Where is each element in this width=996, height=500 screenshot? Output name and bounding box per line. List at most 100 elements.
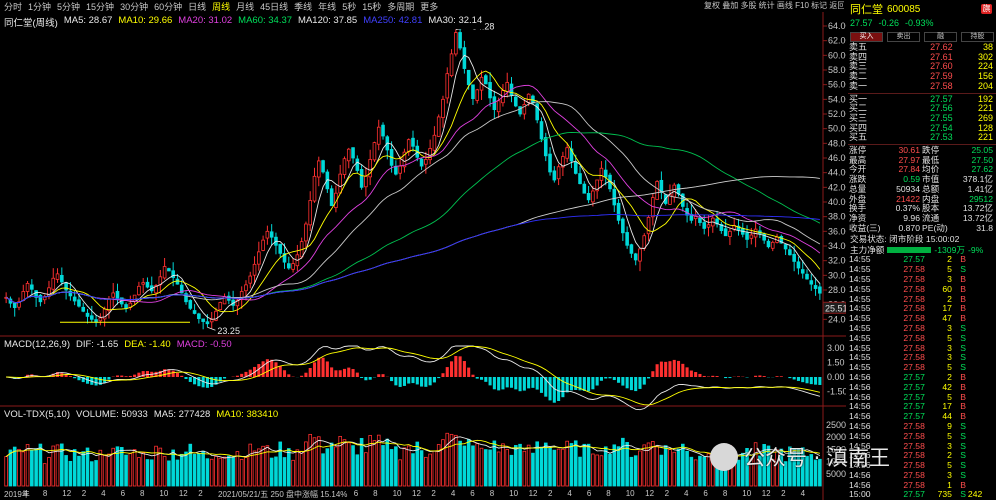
last-price: 27.57 bbox=[850, 18, 873, 28]
volume-bar bbox=[561, 448, 565, 487]
x-axis: 2019年48122468101224681012246810122468101… bbox=[0, 488, 846, 500]
volume-bar bbox=[779, 448, 784, 487]
tick-side: B bbox=[960, 381, 966, 392]
timeframe-tab[interactable]: 更多 bbox=[420, 1, 439, 12]
right-tools-menu[interactable]: 复权 叠加 多股 统计 画线 F10 标记 返回 bbox=[704, 1, 844, 10]
price-tick-label: 64.00 bbox=[828, 21, 846, 31]
timeframe-tab[interactable]: 日线 bbox=[188, 1, 207, 12]
timeframe-tab[interactable]: 5秒 bbox=[342, 1, 357, 12]
tick-volume: 3 bbox=[947, 352, 952, 363]
favorite-flag-icon[interactable]: 旗 bbox=[981, 4, 992, 14]
stat-label: 最低 bbox=[921, 154, 940, 165]
timeframe-tab[interactable]: 月线 bbox=[236, 1, 255, 12]
candle-body bbox=[599, 167, 604, 181]
candle-body bbox=[411, 137, 415, 147]
stat-value: 27.84 bbox=[898, 164, 920, 175]
tick-side: B bbox=[960, 411, 966, 422]
tick-time: 14:55 bbox=[849, 293, 871, 304]
watermark: 公众号 · 滇南王 bbox=[710, 442, 890, 472]
volume-tick-label: 25000 bbox=[826, 420, 846, 430]
ask-label: 卖二 bbox=[849, 71, 868, 82]
tick-time: 14:56 bbox=[849, 381, 871, 392]
x-tick-label: 4 bbox=[101, 489, 106, 498]
tick-price: 27.58 bbox=[903, 362, 925, 373]
price-tick-label: 54.00 bbox=[828, 94, 846, 104]
timeframe-tab[interactable]: 15秒 bbox=[362, 1, 382, 12]
main-chart-svg[interactable]: 24.0026.0028.0030.0032.0034.0036.0038.00… bbox=[0, 12, 846, 500]
price-tick-label: 60.00 bbox=[828, 50, 846, 60]
timeframe-tab[interactable]: 年线 bbox=[318, 1, 337, 12]
tick-time: 14:55 bbox=[849, 332, 871, 343]
volume-bar bbox=[788, 446, 792, 487]
x-tick-label: 6 bbox=[353, 489, 359, 498]
bid-book: 买一 27.57 192 买二 27.56 221 买三 27.55 269 买四 27.54 128… bbox=[848, 94, 994, 144]
candle-body bbox=[72, 296, 77, 302]
candle-body bbox=[137, 285, 141, 296]
candle-body bbox=[702, 222, 707, 229]
timeframe-tab[interactable]: 季线 bbox=[294, 1, 313, 12]
stat-value: 21422 bbox=[896, 193, 920, 204]
legend-item: MA5: 28.67 bbox=[63, 15, 113, 26]
stat-label: 内盘 bbox=[921, 193, 940, 204]
stats-row: 换手 0.37% 股本 13.72亿 bbox=[848, 204, 994, 214]
tick-side: S bbox=[960, 362, 966, 373]
trade-button[interactable]: 买入 bbox=[850, 32, 883, 42]
ma-legend: 同仁堂(周线) MA5: 28.67 MA10: 29.66 MA20: 31.02 M… bbox=[2, 15, 485, 29]
book-divider bbox=[848, 92, 996, 94]
volume-bar bbox=[818, 458, 822, 487]
stat-value: 30.61 bbox=[898, 145, 920, 156]
timeframe-tab[interactable]: 45日线 bbox=[260, 1, 289, 12]
tick-time: 14:56 bbox=[849, 450, 871, 461]
trade-button[interactable]: 持股 bbox=[961, 32, 994, 42]
volume-bar bbox=[663, 445, 668, 487]
stat-value: 0.37% bbox=[895, 203, 920, 214]
timeframe-tab[interactable]: 周线 bbox=[212, 1, 231, 12]
tick-volume: 735 bbox=[937, 489, 952, 500]
price-tick-label: 32.00 bbox=[828, 256, 846, 266]
volume-bar bbox=[94, 460, 98, 487]
volume-bar bbox=[415, 441, 420, 487]
tick-list: 14:55 27.57 2 B 14:55 27.58 5 S 14:55 27.58 3 B 14:5… bbox=[848, 255, 994, 500]
volume-bar bbox=[68, 460, 73, 487]
volume-bar bbox=[295, 449, 300, 487]
stat-label: 最高 bbox=[849, 154, 867, 165]
volume-bar bbox=[291, 459, 295, 487]
timeframe-tab[interactable]: 1分钟 bbox=[28, 1, 52, 12]
timeframe-tab[interactable]: 分时 bbox=[4, 1, 23, 12]
candle-body bbox=[655, 181, 659, 200]
volume-bar bbox=[676, 448, 681, 487]
volume-bar bbox=[625, 442, 629, 487]
stat-value: 0.59 bbox=[903, 174, 920, 185]
timeframe-tab[interactable]: 30分钟 bbox=[120, 1, 149, 12]
volume-bar bbox=[612, 444, 617, 487]
volume-bar bbox=[805, 455, 809, 487]
stat-label: PE(动) bbox=[921, 222, 948, 233]
volume-bar bbox=[689, 456, 694, 487]
price-tick-label: 44.00 bbox=[828, 168, 846, 178]
tick-row: 14:56 27.58 1 B bbox=[848, 480, 994, 491]
trade-button[interactable]: 融 bbox=[924, 32, 957, 42]
trade-button[interactable]: 卖出 bbox=[887, 32, 920, 42]
timeframe-tab[interactable]: 多周期 bbox=[387, 1, 415, 12]
timeframe-tab[interactable]: 15分钟 bbox=[86, 1, 115, 12]
volume-bar bbox=[25, 444, 30, 487]
volume-bar bbox=[775, 449, 779, 487]
macd-legend: MACD(12,26,9) DIF: -1.65 DEA: -1.40 MACD: -… bbox=[2, 339, 234, 350]
ask-row: 卖二 27.59 156 bbox=[848, 71, 994, 82]
candle-body bbox=[633, 253, 638, 261]
tick-price: 27.57 bbox=[903, 391, 925, 402]
timeframe-tab[interactable]: 60分钟 bbox=[154, 1, 183, 12]
volume-bar bbox=[149, 459, 154, 487]
volume-bar bbox=[282, 457, 287, 487]
volume-tick-label: 10000 bbox=[826, 457, 846, 467]
tick-volume: 17 bbox=[942, 401, 952, 412]
timeframe-tab[interactable]: 5分钟 bbox=[57, 1, 81, 12]
tick-volume: 2 bbox=[947, 254, 952, 265]
candle-body bbox=[406, 139, 411, 153]
tick-time: 14:56 bbox=[849, 401, 871, 412]
tick-time: 14:55 bbox=[849, 322, 871, 333]
volume-bar bbox=[809, 454, 814, 487]
candle-body bbox=[788, 249, 792, 256]
volume-bar bbox=[471, 445, 475, 487]
x-tick-label: 4 bbox=[684, 489, 689, 498]
